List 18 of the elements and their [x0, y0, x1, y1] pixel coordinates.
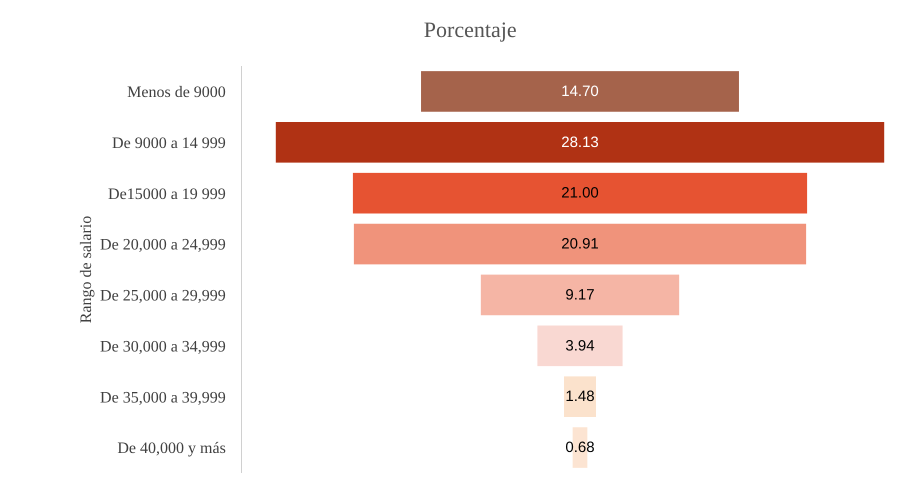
category-label: De 40,000 y más [117, 440, 238, 458]
data-label: 9.17 [565, 286, 595, 304]
data-label: 14.70 [561, 82, 599, 100]
category-label: De 9000 a 14 999 [112, 134, 238, 152]
data-label: 21.00 [561, 184, 599, 202]
data-label: 28.13 [561, 134, 599, 151]
data-label: 1.48 [565, 388, 595, 406]
category-label: De 35,000 a 39,999 [100, 389, 238, 406]
category-label: De15000 a 19 999 [108, 186, 238, 203]
text: Rango de salario [78, 216, 95, 324]
text: Porcentaje [424, 17, 517, 42]
category-label: Menos de 9000 [127, 84, 238, 102]
category-label: De 25,000 a 29,999 [100, 288, 238, 305]
category-label: De 20,000 a 24,999 [100, 236, 238, 254]
category-label: De 30,000 a 34,999 [100, 338, 238, 356]
data-label: 3.94 [565, 337, 595, 354]
data-label: 20.91 [561, 236, 599, 253]
data-label: 0.68 [565, 439, 595, 456]
